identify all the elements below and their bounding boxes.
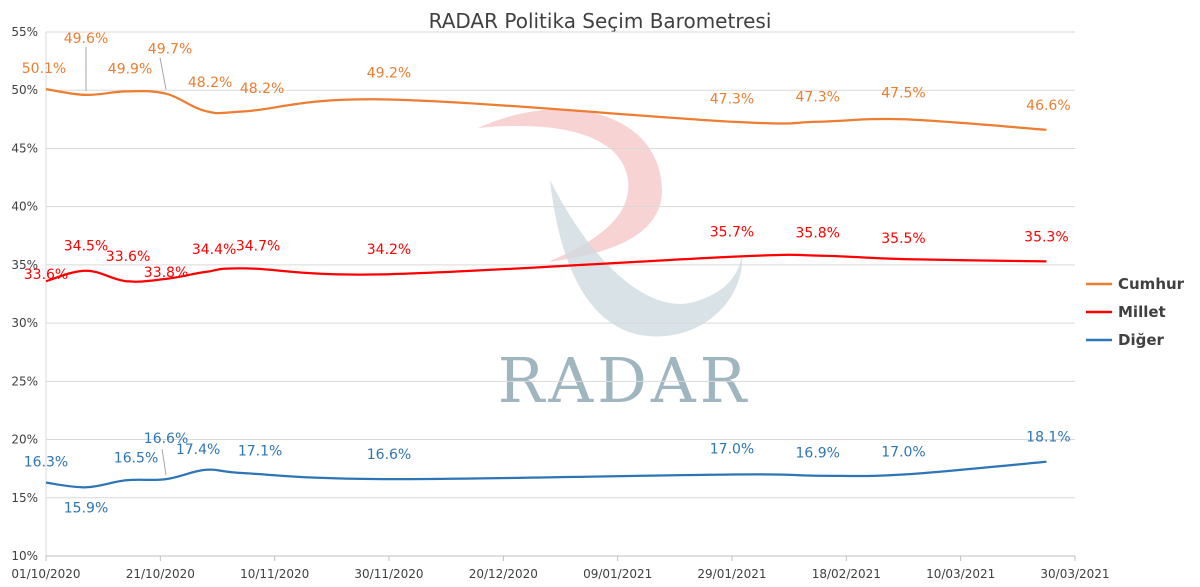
y-tick-label: 20% (11, 433, 38, 447)
data-label: 47.3% (796, 90, 840, 106)
data-label: 17.4% (176, 442, 220, 458)
legend-label: Millet (1118, 303, 1166, 321)
x-tick-label: 29/01/2021 (697, 567, 766, 581)
data-label: 48.2% (188, 75, 232, 91)
x-tick-label: 18/02/2021 (812, 567, 881, 581)
data-label: 18.1% (1026, 430, 1070, 446)
chart-title: RADAR Politika Seçim Barometresi (429, 9, 772, 33)
watermark-text: RADAR (498, 344, 751, 417)
data-label: 47.3% (710, 92, 754, 108)
x-tick-label: 10/11/2020 (240, 567, 309, 581)
data-label: 49.6% (64, 31, 108, 47)
data-label: 49.2% (367, 66, 411, 82)
radar-watermark: RADAR (478, 109, 751, 417)
x-tick-label: 01/10/2020 (11, 567, 80, 581)
data-label: 35.8% (796, 226, 840, 242)
legend: Cumhur Millet Diğer (1086, 275, 1185, 349)
y-tick-label: 25% (11, 374, 38, 388)
data-label: 49.7% (148, 42, 192, 58)
y-tick-label: 30% (11, 316, 38, 330)
data-label: 50.1% (22, 61, 66, 77)
y-tick-label: 40% (11, 200, 38, 214)
series-lines (45, 87, 1047, 489)
data-label: 17.1% (238, 443, 282, 459)
data-label: 17.0% (710, 441, 754, 457)
watermark-red-arc (478, 109, 662, 262)
y-tick-label: 10% (11, 549, 38, 563)
x-tick-label: 30/03/2021 (1040, 567, 1109, 581)
gridlines (45, 31, 1075, 557)
data-label: 33.6% (24, 267, 68, 283)
y-axis-ticks: 10% 15% 20% 25% 30% 35% 40% 45% 50% 55% (11, 25, 38, 563)
data-label: 46.6% (1026, 98, 1070, 114)
data-label: 49.9% (108, 61, 152, 77)
data-label: 33.8% (144, 265, 188, 281)
data-label: 34.7% (236, 238, 280, 254)
data-label: 48.2% (240, 81, 284, 97)
data-label: 34.4% (192, 242, 236, 258)
series-line-cumhur (45, 87, 1047, 131)
x-tick-label: 09/01/2021 (583, 567, 652, 581)
data-label: 16.3% (24, 455, 68, 471)
y-tick-label: 35% (11, 258, 38, 272)
data-label: 34.5% (64, 239, 108, 255)
y-tick-label: 15% (11, 491, 38, 505)
x-tick-label: 20/12/2020 (469, 567, 538, 581)
data-label: 35.7% (710, 225, 754, 241)
data-label: 34.2% (367, 242, 411, 258)
data-label: 33.6% (106, 249, 150, 265)
watermark-blue-swoosh (550, 180, 743, 337)
data-label: 16.6% (144, 431, 188, 447)
x-tick-label: 21/10/2020 (126, 567, 195, 581)
legend-label: Diğer (1118, 331, 1165, 349)
data-label: 35.3% (1024, 229, 1068, 245)
data-label: 17.0% (881, 444, 925, 460)
series-line-diger (45, 460, 1047, 489)
y-tick-label: 45% (11, 141, 38, 155)
x-tick-label: 30/11/2020 (354, 567, 423, 581)
x-tick-label: 10/03/2021 (926, 567, 995, 581)
y-tick-label: 55% (11, 25, 38, 39)
data-label: 15.9% (64, 500, 108, 516)
legend-label: Cumhur (1118, 275, 1185, 293)
data-label: 16.9% (796, 446, 840, 462)
data-label: 35.5% (881, 231, 925, 247)
leader-line (161, 449, 167, 476)
series-line-millet (45, 253, 1047, 283)
x-axis-ticks: 01/10/2020 21/10/2020 10/11/2020 30/11/2020… (11, 556, 1110, 581)
leader-line (159, 57, 167, 90)
data-label: 47.5% (881, 85, 925, 101)
y-tick-label: 50% (11, 83, 38, 97)
data-label: 16.6% (367, 447, 411, 463)
data-label: 16.5% (114, 450, 158, 466)
data-labels: 50.1% 49.6%49.9% 49.7% 48.2% 48.2% 49.2% 47.3%… (22, 31, 1071, 516)
